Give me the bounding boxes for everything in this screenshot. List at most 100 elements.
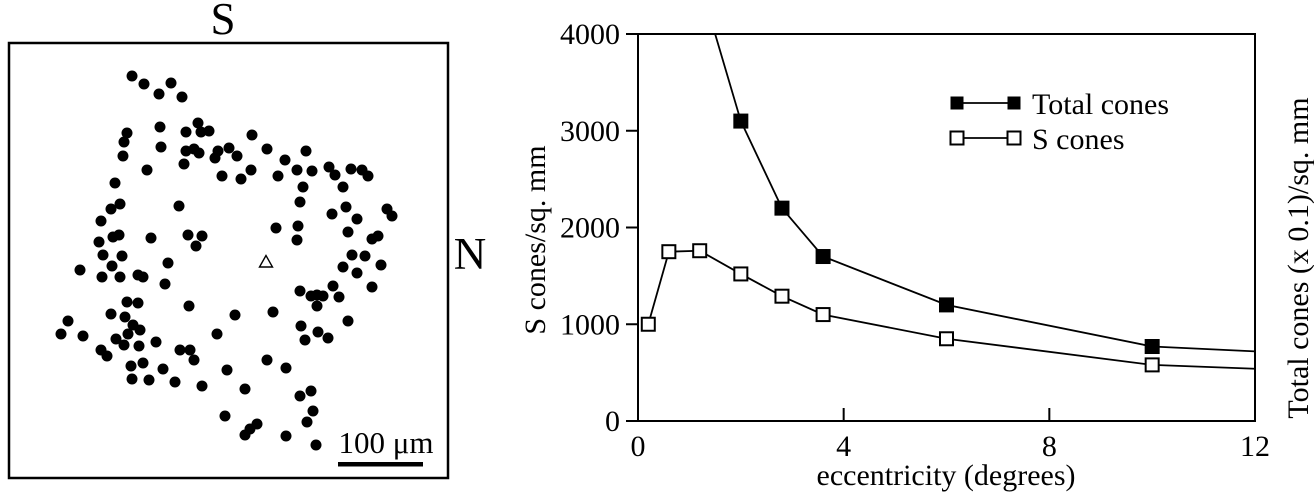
x-tick-label: 0 (631, 430, 646, 463)
cone-dot (114, 271, 126, 283)
cone-dot (221, 364, 233, 376)
cone-dot (143, 374, 155, 386)
x-tick-label: 8 (1042, 430, 1057, 463)
cone-dot (312, 326, 324, 338)
cone-dot (101, 350, 113, 362)
series-line-filled-square (714, 33, 1256, 353)
cone-dot (192, 117, 204, 129)
cone-dot (193, 147, 205, 159)
cone-dot (239, 429, 251, 441)
cone-dot (346, 249, 358, 261)
data-point-filled-square (774, 200, 790, 216)
cone-dot (279, 154, 291, 166)
cone-dot (119, 311, 131, 323)
cone-dot (116, 250, 128, 262)
cone-dot (121, 127, 133, 139)
data-point-open-square (661, 244, 677, 260)
cone-dot (180, 126, 192, 138)
cone-dot (297, 181, 309, 193)
cone-dot (366, 281, 378, 293)
cone-dot (280, 430, 292, 442)
cone-dot (300, 145, 312, 157)
cone-dot (294, 390, 306, 402)
cone-dot (323, 161, 335, 173)
cone-dot (261, 354, 273, 366)
legend-label-total-cones: Total cones (1032, 88, 1169, 121)
chart-legend: Total cones S cones (949, 88, 1169, 156)
x-axis-label: eccentricity (degrees) (817, 459, 1076, 492)
cone-dot (114, 198, 126, 210)
scale-bar-label: 100 μm (339, 425, 434, 460)
cone-dot (196, 380, 208, 392)
data-point-open-square (774, 288, 790, 304)
data-point-filled-square (1144, 339, 1160, 355)
y-tick-label: 0 (605, 405, 620, 438)
cone-dot (157, 363, 169, 375)
cone-dot (235, 173, 247, 185)
data-point-filled-square (939, 297, 954, 313)
legend-marker-scones-left-icon (949, 130, 965, 146)
cone-dot (169, 376, 181, 388)
cone-dot (153, 88, 165, 100)
cone-dot (261, 143, 273, 155)
cone-dot (272, 170, 284, 182)
cone-dot (150, 336, 162, 348)
cone-dot (77, 330, 89, 342)
cone-dot-field (55, 70, 398, 451)
cone-dot (291, 234, 303, 246)
cone-dot (110, 333, 122, 345)
cone-dot (178, 158, 190, 170)
cone-dot (188, 354, 200, 366)
cone-dot (306, 165, 318, 177)
cone-dot (118, 339, 130, 351)
y-tick-label: 4000 (560, 18, 620, 51)
cone-dot (203, 125, 215, 137)
cone-dot (342, 226, 354, 238)
cone-dot (295, 320, 307, 332)
cone-dot (176, 91, 188, 103)
cone-dot (267, 306, 279, 318)
cone-dot (223, 142, 235, 154)
direction-label-right: N (454, 229, 487, 279)
x-tick-label: 4 (836, 430, 851, 463)
cone-dot (245, 164, 257, 176)
legend-marker-total-right-icon (1007, 96, 1021, 110)
cone-dot (62, 315, 74, 327)
cone-dot (327, 280, 339, 292)
cone-dot (231, 150, 243, 162)
cone-dot (190, 240, 202, 252)
data-point-filled-square (733, 113, 749, 129)
cone-dot (292, 220, 304, 232)
cone-dot (174, 344, 186, 356)
cone-dot (154, 121, 166, 133)
cone-dot (219, 410, 231, 422)
legend-label-s-cones: S cones (1032, 123, 1125, 156)
data-point-open-square (939, 331, 954, 347)
cone-dot (117, 150, 129, 162)
y-axis-label-right: Total cones (x 0.1)/sq. mm (1282, 97, 1314, 418)
y-axis-label-left: S cones/sq. mm (519, 145, 552, 334)
chart-axes: 0 1000 2000 3000 4000 0 4 8 12 (560, 18, 1270, 463)
cone-dot (291, 164, 303, 176)
cone-dot (322, 332, 334, 344)
cone-dot (196, 230, 208, 242)
cone-dot (105, 308, 117, 320)
cone-dot (246, 129, 258, 141)
cone-dot (386, 210, 398, 222)
cone-dot (337, 181, 349, 193)
cone-dot (145, 232, 157, 244)
cone-dot (97, 249, 109, 261)
cone-dot (351, 267, 363, 279)
scale-bar (338, 462, 423, 467)
cone-dot (165, 77, 177, 89)
cone-dot (173, 200, 185, 212)
cone-dot (134, 324, 146, 336)
cone-dot (55, 328, 67, 340)
cone-dot (138, 78, 150, 90)
cone-dot (329, 169, 341, 181)
cone-dot (182, 229, 194, 241)
cone-dot (305, 385, 317, 397)
cone-dot (359, 250, 371, 262)
